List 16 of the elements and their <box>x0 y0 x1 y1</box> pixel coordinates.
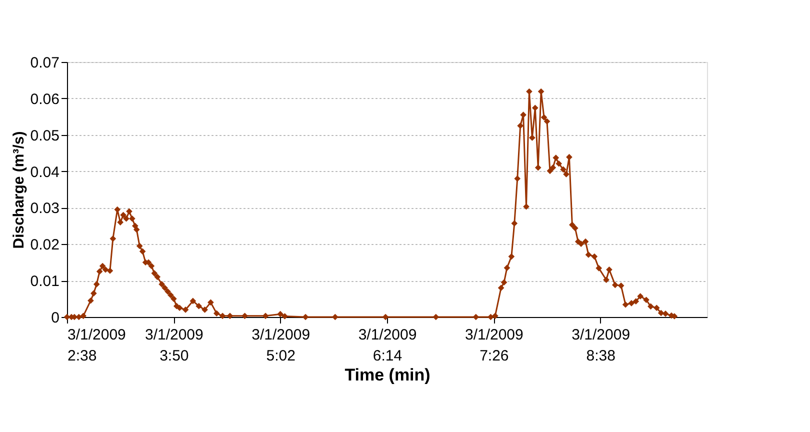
y-tick-label: 0.01 <box>30 273 60 290</box>
y-tick-label: 0.07 <box>30 54 60 72</box>
x-axis-title: Time (min) <box>344 366 430 384</box>
x-tick-label: 3/1/2009 8:38 <box>572 326 630 364</box>
y-tick-label: 0.02 <box>30 236 60 254</box>
x-tick-label: 3/1/2009 3:50 <box>144 326 204 364</box>
x-tick-label: 3/1/2009 6:14 <box>358 326 417 364</box>
y-tick-label: 0.04 <box>30 164 60 181</box>
y-tick-label: 0.03 <box>30 200 60 218</box>
y-tick-label: 0.05 <box>30 127 60 144</box>
x-tick-label: 3/1/2009 2:38 <box>68 326 126 364</box>
y-tick-label: 0 <box>51 310 60 326</box>
y-axis-title: Discharge (m³/s) <box>10 131 28 249</box>
x-tick-label: 3/1/2009 5:02 <box>252 326 310 364</box>
x-tick-label: 3/1/2009 7:26 <box>464 326 524 364</box>
y-tick-label: 0.06 <box>30 90 60 108</box>
